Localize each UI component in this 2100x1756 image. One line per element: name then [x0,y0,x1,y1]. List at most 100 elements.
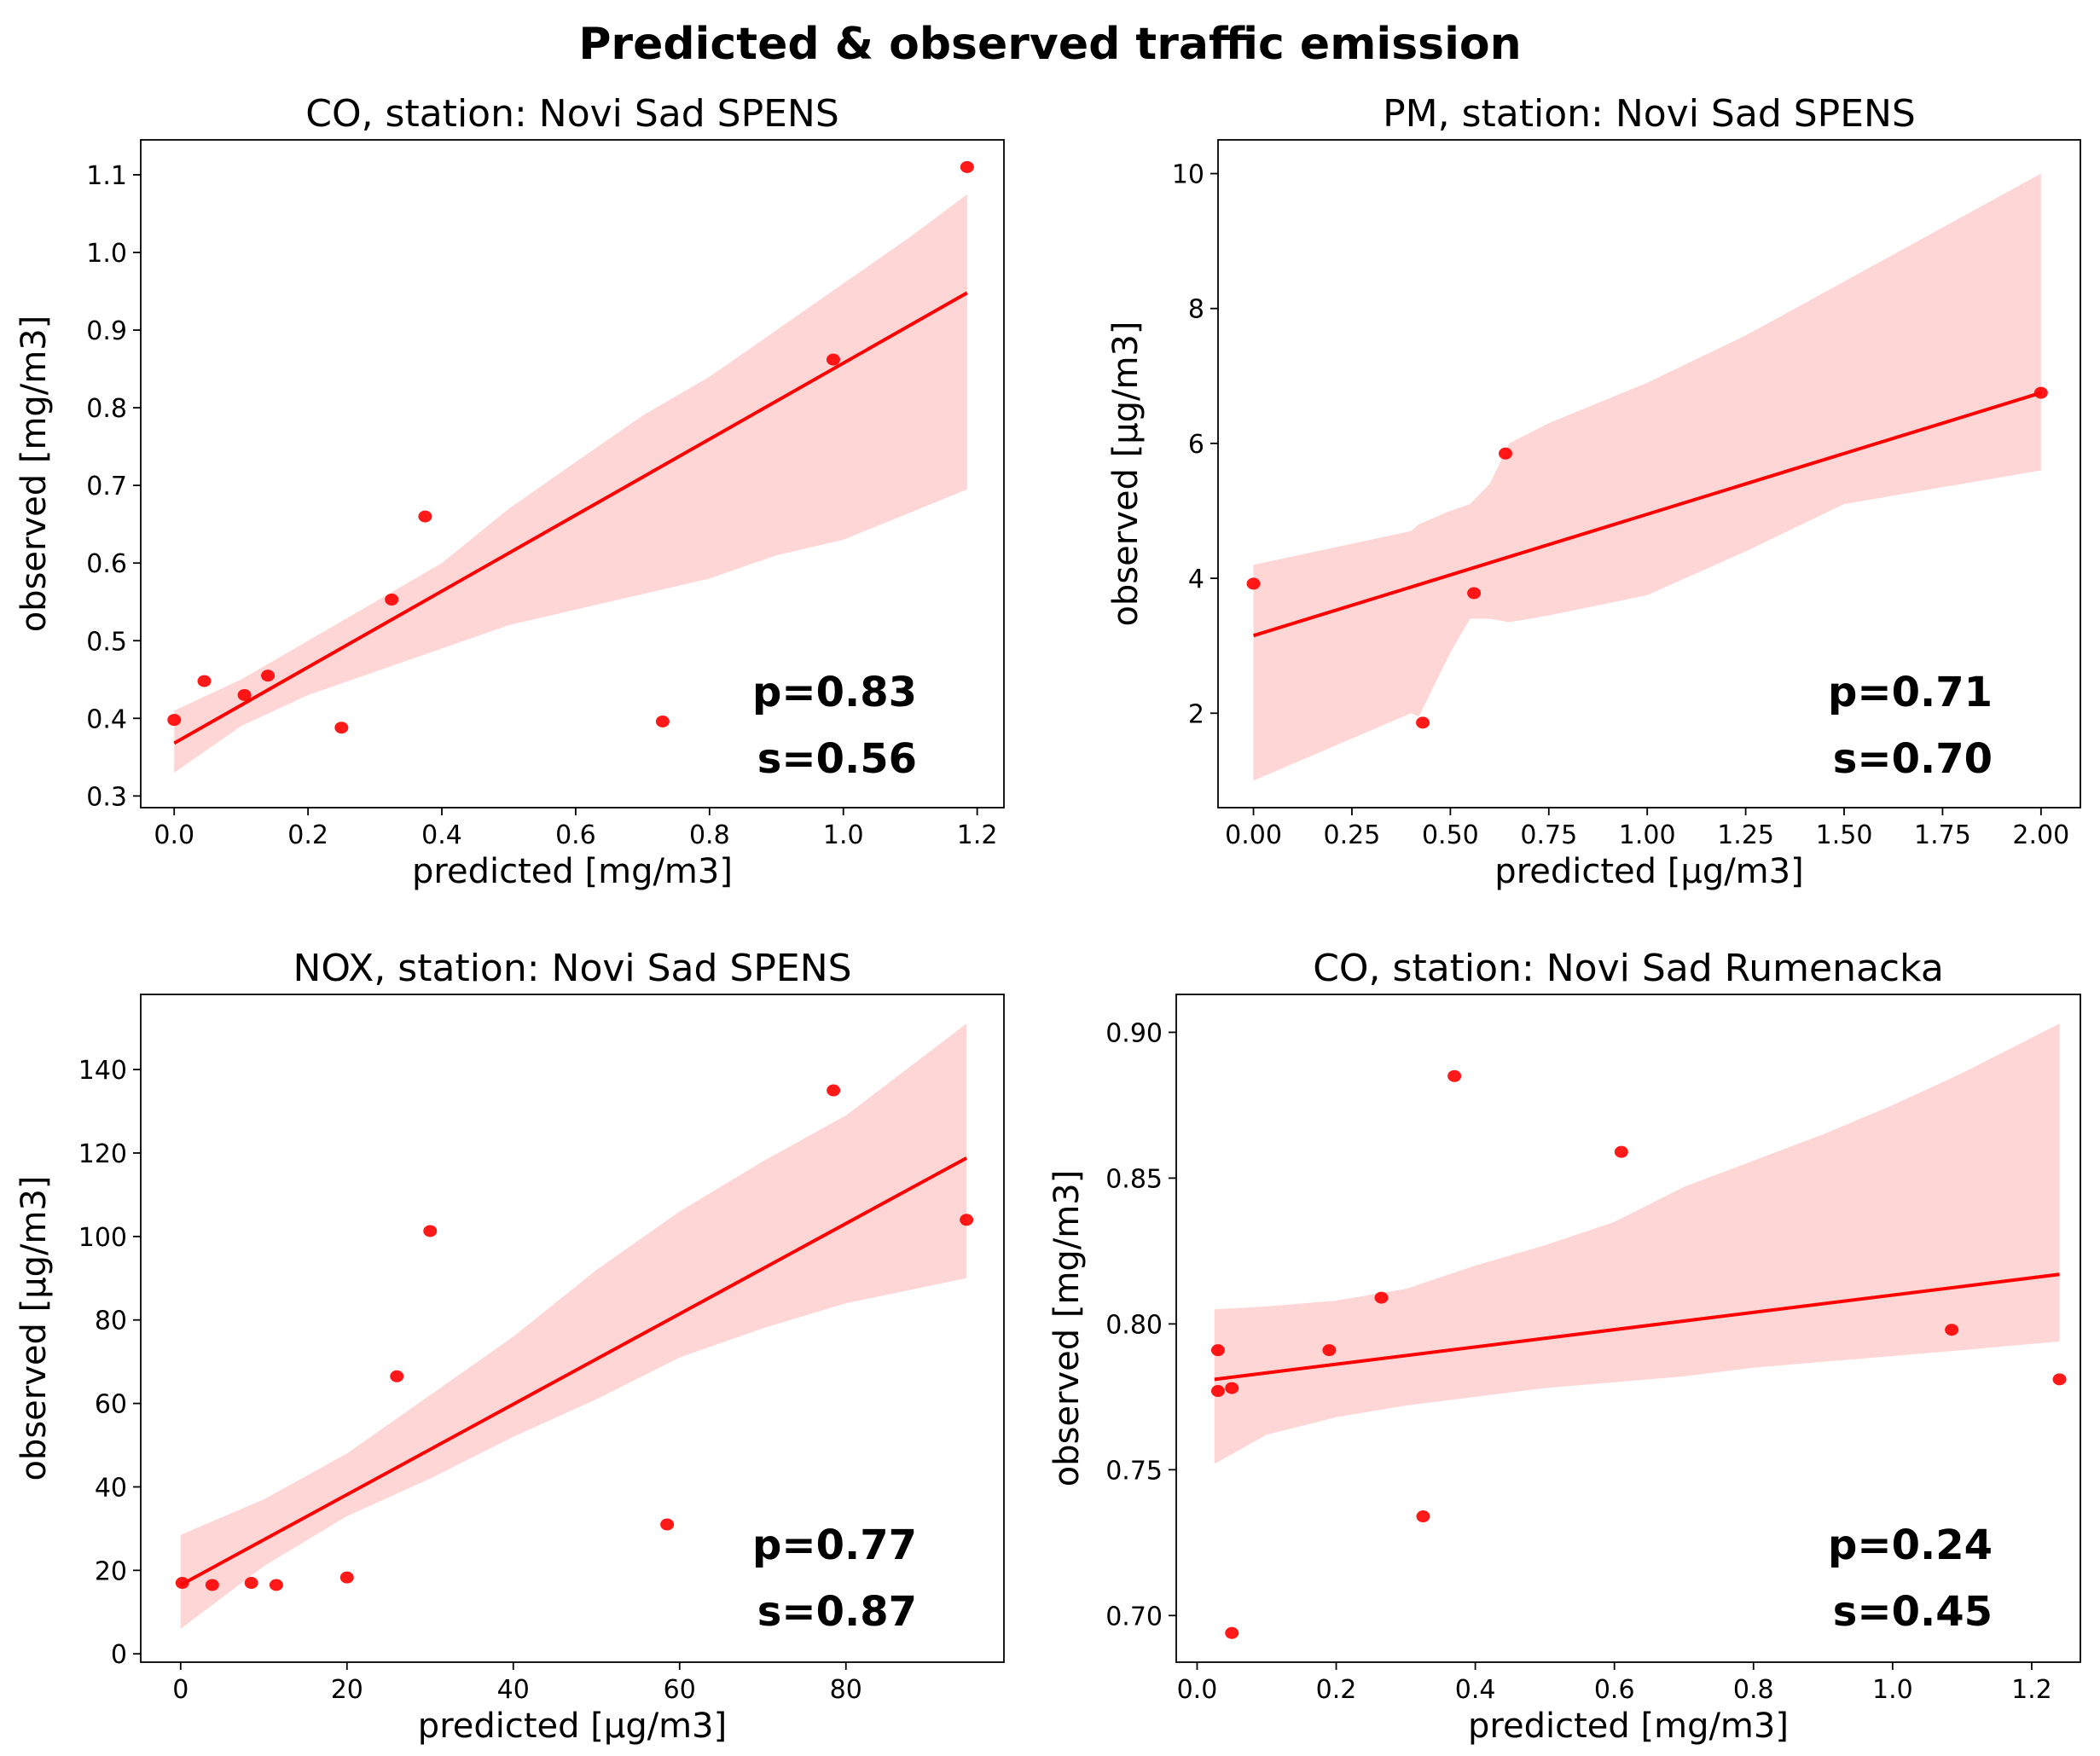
y-tick-label: 2 [1188,699,1204,729]
data-point [175,1577,189,1590]
x-tick-label: 1.25 [1717,820,1774,850]
chart-title: CO, station: Novi Sad Rumenacka [1313,947,1944,990]
data-point [1322,1344,1337,1357]
data-point [1945,1324,1959,1336]
confidence-band [1253,173,2041,781]
x-tick-label: 80 [830,1675,862,1705]
data-point [334,722,349,734]
x-tick-label: 0.4 [421,820,462,850]
x-tick-label: 0.2 [1316,1675,1357,1705]
x-tick-label: 0.6 [555,820,596,850]
y-tick-label: 80 [95,1307,127,1336]
x-tick-label: 1.75 [1914,820,1971,850]
y-tick-label: 0.75 [1105,1456,1163,1486]
x-axis-label: predicted [µg/m3] [418,1707,727,1746]
y-tick-label: 0.3 [86,782,127,812]
stat-p-annotation: p=0.71 [1828,669,1993,716]
chart-title: PM, station: Novi Sad SPENS [1383,92,1916,136]
data-point [827,1084,841,1097]
data-point [1225,1382,1239,1394]
data-point [269,1579,283,1591]
regression-line [173,291,968,745]
data-point [1447,1069,1462,1082]
regression-line [179,1156,968,1587]
chart-panel-pm-spens: PM, station: Novi Sad SPENS 0.00 0.25 0.50 0… [1106,92,2081,891]
y-tick-label: 20 [95,1556,127,1586]
y-tick-label: 0.85 [1105,1164,1163,1194]
data-point [197,675,212,687]
confidence-band [174,194,967,773]
confidence-band [1214,1023,2060,1464]
data-point [418,510,432,523]
stat-p-annotation: p=0.77 [752,1521,917,1569]
y-tick-label: 0 [111,1640,127,1670]
data-point [1614,1145,1628,1158]
y-tick-label: 6 [1188,430,1204,460]
data-point [1225,1626,1239,1639]
plot-frame [140,139,1005,808]
y-tick-label: 0.8 [86,394,127,424]
chart-title: CO, station: Novi Sad SPENS [305,92,839,136]
data-point [261,669,276,682]
y-axis-label: observed [µg/m3] [15,1175,54,1481]
data-point [2052,1373,2067,1386]
data-point [390,1370,404,1382]
data-point [655,715,670,727]
data-point [1210,1344,1225,1357]
x-tick-label: 0.8 [689,820,730,850]
y-tick-label: 1.0 [86,239,127,269]
y-tick-label: 10 [1172,160,1204,190]
plot-frame [1175,994,2081,1663]
regression-line [1252,391,2042,638]
x-axis-label: predicted [µg/m3] [1494,852,1803,891]
data-point [1416,1510,1430,1523]
data-point [660,1518,675,1531]
y-tick-label: 4 [1188,565,1204,594]
y-tick-label: 0.90 [1105,1018,1163,1048]
y-tick-label: 140 [78,1056,127,1086]
chart-panel-co-spens: CO, station: Novi Sad SPENS 0.0 0.2 0.4 0.6 0… [15,92,1005,891]
x-tick-label: 20 [331,1675,363,1705]
data-point [423,1225,438,1237]
stat-s-annotation: s=0.70 [1833,735,1993,783]
y-tick-label: 0.80 [1105,1310,1163,1340]
y-axis-label: observed [mg/m3] [15,316,54,633]
x-tick-label: 60 [664,1675,696,1705]
data-point [1374,1291,1389,1304]
stat-p-annotation: p=0.83 [752,669,917,716]
y-tick-label: 0.6 [86,549,127,579]
x-tick-label: 0.2 [287,820,328,850]
y-tick-label: 0.7 [86,472,127,501]
x-tick-label: 0.00 [1225,820,1282,850]
data-point [1246,577,1261,590]
y-axis-label: observed [mg/m3] [1047,1170,1087,1487]
x-axis-label: predicted [mg/m3] [412,852,733,891]
data-point [960,1214,974,1226]
figure-title: Predicted & observed traffic emission [578,19,1522,70]
stat-p-annotation: p=0.24 [1828,1521,1993,1569]
x-tick-label: 1.2 [957,820,998,850]
stat-s-annotation: s=0.45 [1833,1588,1993,1636]
data-point [237,688,252,701]
stat-s-annotation: s=0.87 [757,1588,917,1636]
stat-s-annotation: s=0.56 [757,735,917,783]
x-tick-label: 0.4 [1455,1675,1496,1705]
data-point [1499,447,1512,460]
x-tick-label: 1.0 [823,820,864,850]
data-point [385,593,399,606]
x-tick-label: 0.0 [154,820,194,850]
x-tick-label: 0.25 [1324,820,1381,850]
y-tick-label: 0.70 [1105,1602,1163,1631]
chart-panel-co-rumenacka: CO, station: Novi Sad Rumenacka 0.0 0.2 0.4… [1047,947,2081,1746]
y-tick-label: 8 [1188,295,1204,325]
y-tick-label: 0.4 [86,704,127,734]
data-point [1416,716,1430,729]
data-point [339,1571,354,1584]
x-axis-label: predicted [mg/m3] [1468,1707,1789,1746]
x-tick-label: 0.8 [1733,1675,1774,1705]
chart-panel-nox-spens: NOX, station: Novi Sad SPENS 0 20 40 60 80 0 20… [15,947,1005,1746]
x-tick-label: 1.2 [2011,1675,2052,1705]
data-point [2033,386,2048,399]
y-axis-label: observed [µg/m3] [1106,321,1146,626]
y-tick-label: 120 [78,1139,127,1169]
